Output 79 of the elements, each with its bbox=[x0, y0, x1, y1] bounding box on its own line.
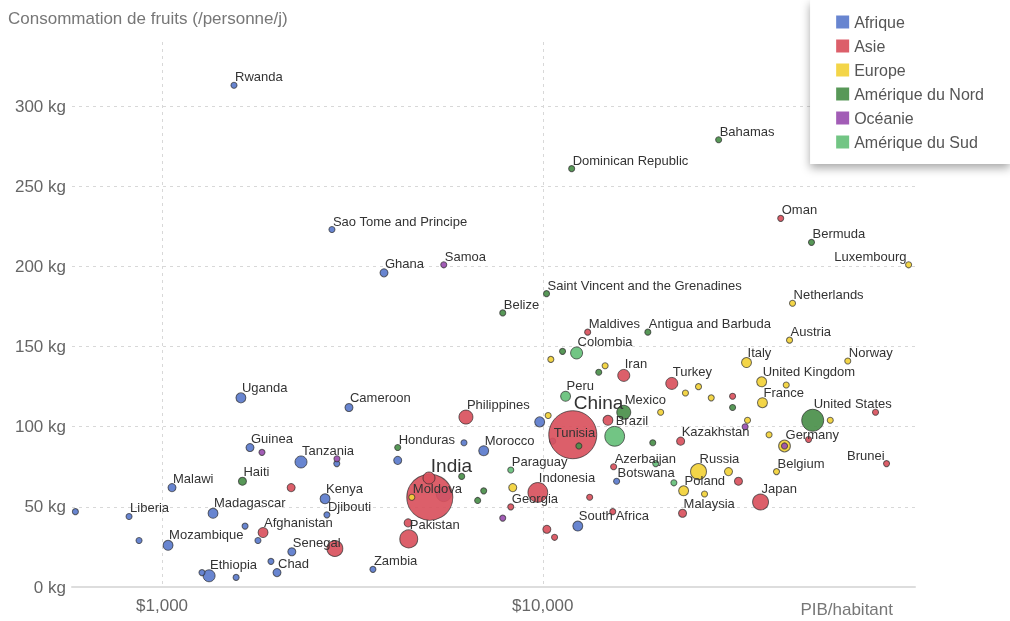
annotation: Samoa bbox=[444, 248, 487, 264]
annotation: Maldives bbox=[588, 316, 641, 332]
x-axis-title: PIB/habitant bbox=[800, 600, 894, 619]
annotation: Morocco bbox=[484, 432, 535, 448]
annotation: Luxembourg bbox=[834, 248, 907, 264]
annotation: India bbox=[430, 455, 473, 477]
annotation: Uganda bbox=[241, 379, 289, 395]
annotation: Bahamas bbox=[719, 123, 776, 139]
annotation: Liberia bbox=[130, 500, 170, 516]
annotation: South Africa bbox=[578, 508, 650, 524]
annotation: Japan bbox=[761, 481, 797, 497]
annotation: Cameroon bbox=[349, 390, 411, 406]
annotation: Rwanda bbox=[234, 69, 284, 85]
annotation: France bbox=[763, 384, 804, 400]
y-tick-label: 300 kg bbox=[14, 96, 66, 116]
annotation: Pakistan bbox=[409, 516, 460, 532]
y-tick-label: 250 kg bbox=[14, 176, 66, 196]
annotation: Mozambique bbox=[169, 527, 244, 543]
legend-label: Amérique du Nord bbox=[854, 85, 984, 103]
annotation: Kenya bbox=[326, 480, 364, 496]
annotation: Belgium bbox=[777, 455, 825, 471]
annotation: Ethiopia bbox=[210, 556, 258, 572]
annotation: Iran bbox=[624, 356, 648, 372]
annotation: Dominican Republic bbox=[572, 152, 689, 168]
annotation: Netherlands bbox=[793, 287, 865, 303]
annotation: Chad bbox=[278, 555, 310, 571]
annotation: Peru bbox=[566, 378, 595, 394]
annotation: Paraguay bbox=[511, 453, 568, 469]
annotation: Russia bbox=[699, 450, 741, 466]
annotation: Poland bbox=[684, 472, 726, 488]
legend-label: Asie bbox=[854, 37, 886, 55]
annotation: Italy bbox=[747, 344, 772, 360]
y-tick-label: 100 kg bbox=[14, 417, 66, 437]
y-tick-label: 50 kg bbox=[24, 497, 66, 517]
annotation: Guinea bbox=[250, 430, 294, 446]
annotation: Haiti bbox=[243, 464, 270, 480]
annotation: Germany bbox=[785, 427, 840, 443]
annotation: Tunisia bbox=[553, 425, 596, 441]
y-tick-label: 0 kg bbox=[33, 577, 66, 597]
annotation: China bbox=[573, 391, 624, 413]
annotation: Zambia bbox=[373, 553, 419, 569]
annotation: Philippines bbox=[466, 397, 531, 413]
x-tick-label: $10,000 bbox=[512, 596, 574, 615]
annotation: Ghana bbox=[385, 255, 425, 271]
annotation: Austria bbox=[790, 324, 832, 340]
annotation: Brazil bbox=[615, 413, 649, 429]
annotation: Belize bbox=[503, 296, 540, 312]
annotation: Afghanistan bbox=[264, 514, 333, 530]
annotation: Saint Vincent and the Grenadines bbox=[547, 277, 743, 293]
annotation: Senegal bbox=[292, 534, 341, 550]
annotation: United Kingdom bbox=[762, 363, 856, 379]
y-tick-label: 200 kg bbox=[14, 256, 66, 276]
annotation: Malawi bbox=[173, 470, 214, 486]
annotation: Indonesia bbox=[538, 469, 596, 485]
annotation: Madagascar bbox=[214, 495, 287, 511]
x-tick-label: $1,000 bbox=[136, 596, 189, 615]
annotation: United States bbox=[813, 396, 893, 412]
annotation: Turkey bbox=[672, 364, 713, 380]
annotation: Bermuda bbox=[812, 226, 867, 242]
annotation: Djibouti bbox=[327, 498, 372, 514]
legend-label: Afrique bbox=[854, 13, 905, 31]
legend-label: Europe bbox=[854, 61, 906, 79]
annotation: Antigua and Barbuda bbox=[648, 316, 772, 332]
y-tick-label: 150 kg bbox=[14, 337, 66, 357]
legend-label: Amérique du Sud bbox=[854, 133, 978, 151]
annotation: Malaysia bbox=[683, 496, 736, 512]
y-axis-title: Consommation de fruits (/personne/j) bbox=[8, 9, 288, 28]
annotation: Sao Tome and Principe bbox=[332, 213, 468, 229]
annotation: Kazakhstan bbox=[681, 424, 750, 440]
annotation: Azerbaijan bbox=[614, 450, 677, 466]
legend-label: Océanie bbox=[854, 109, 914, 127]
annotation: Honduras bbox=[398, 431, 456, 447]
annotation: Oman bbox=[781, 202, 818, 218]
annotation: Botswana bbox=[617, 465, 676, 481]
annotation: Tanzania bbox=[302, 442, 355, 458]
annotation: Mexico bbox=[624, 392, 666, 408]
annotation: Colombia bbox=[577, 333, 634, 349]
annotation: Norway bbox=[848, 344, 894, 360]
annotation: Brunei bbox=[846, 447, 885, 463]
